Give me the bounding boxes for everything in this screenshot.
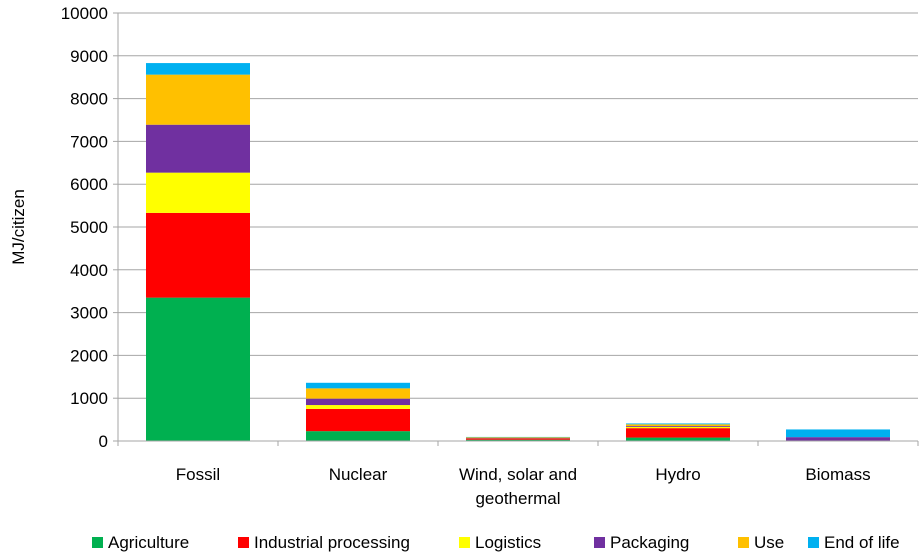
bar-segment <box>786 429 890 438</box>
legend-label: End of life <box>824 533 900 552</box>
bar-segment <box>626 424 730 427</box>
y-axis: 0 1000 2000 3000 4000 5000 6000 7000 8000 9000 100… <box>61 4 119 451</box>
bars <box>146 63 890 441</box>
y-tick-label: 2000 <box>70 346 108 365</box>
legend-label: Logistics <box>475 533 541 552</box>
bar-segment <box>466 438 570 440</box>
bar-segment <box>626 426 730 429</box>
x-axis: Fossil Nuclear Wind, solar and geothermal Hy… <box>117 440 919 508</box>
y-tick-label: 3000 <box>70 304 108 323</box>
y-tick-label: 9000 <box>70 47 108 66</box>
legend-label: Use <box>754 533 784 552</box>
bar-segment <box>306 388 410 399</box>
bar-segment <box>306 405 410 409</box>
y-tick-label: 1000 <box>70 389 108 408</box>
bar-segment <box>306 382 410 389</box>
legend-label: Agriculture <box>108 533 189 552</box>
legend-swatch <box>238 537 249 548</box>
x-tick-label: Fossil <box>176 465 220 484</box>
gridlines <box>118 12 918 442</box>
legend-swatch <box>808 537 819 548</box>
x-tick-label: Nuclear <box>329 465 388 484</box>
bar-segment <box>306 431 410 441</box>
bar-segment <box>146 297 250 441</box>
bar-segment <box>466 439 570 441</box>
legend-label: Packaging <box>610 533 689 552</box>
y-tick-label: 6000 <box>70 175 108 194</box>
legend-swatch <box>459 537 470 548</box>
bar-segment <box>786 437 890 441</box>
y-tick-label: 4000 <box>70 261 108 280</box>
bar-segment <box>146 212 250 298</box>
x-tick-label: Wind, solar and <box>459 465 577 484</box>
bar-segment <box>146 63 250 75</box>
y-tick-label: 8000 <box>70 90 108 109</box>
y-tick-label: 5000 <box>70 218 108 237</box>
legend: Agriculture Industrial processing Logistic… <box>92 533 900 552</box>
legend-label: Industrial processing <box>254 533 410 552</box>
bar-segment <box>466 437 570 439</box>
bar-segment <box>146 172 250 213</box>
x-tick-label: Biomass <box>805 465 870 484</box>
bar-segment <box>626 426 730 427</box>
bar-segment <box>306 398 410 406</box>
bar-segment <box>146 124 250 173</box>
y-tick-label: 10000 <box>61 4 108 23</box>
legend-swatch <box>92 537 103 548</box>
legend-swatch <box>738 537 749 548</box>
legend-swatch <box>594 537 605 548</box>
y-axis-label: MJ/citizen <box>9 189 28 265</box>
x-tick-label: Hydro <box>655 465 700 484</box>
y-tick-label: 0 <box>99 432 108 451</box>
y-tick-label: 7000 <box>70 132 108 151</box>
x-tick-label: geothermal <box>475 489 560 508</box>
bar-segment <box>626 423 730 425</box>
bar-segment <box>306 408 410 432</box>
bar-segment <box>626 428 730 438</box>
bar-segment <box>626 437 730 441</box>
bar-segment <box>146 74 250 125</box>
